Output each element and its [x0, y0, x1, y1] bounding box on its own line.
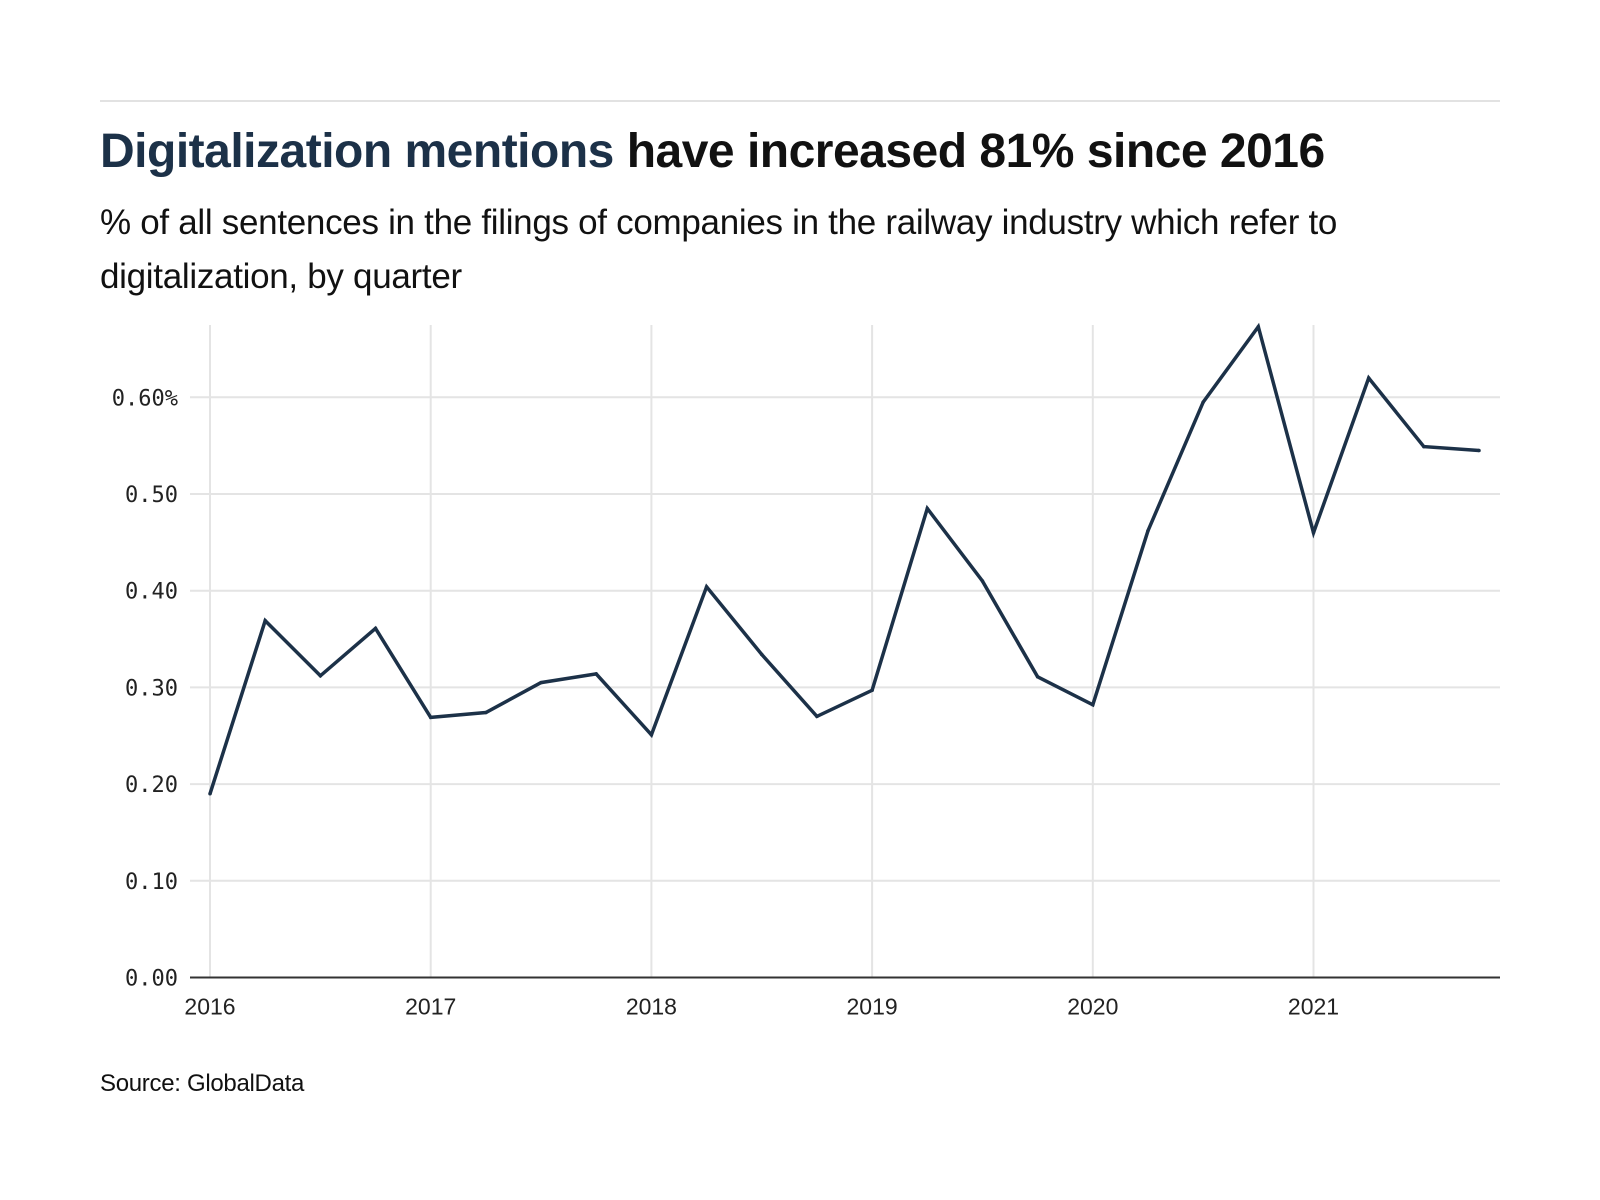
data-point	[815, 714, 819, 719]
x-tick-label: 2019	[847, 994, 898, 1020]
y-tick-label: 0.00	[125, 967, 178, 992]
data-point	[704, 585, 709, 589]
horizontal-gridlines	[190, 396, 1500, 882]
y-tick-label: 0.30	[125, 676, 178, 701]
data-point	[760, 652, 764, 657]
data-point	[594, 672, 598, 676]
chart-title: Digitalization mentions have increased 8…	[100, 124, 1325, 179]
data-point	[373, 626, 378, 631]
data-point	[1091, 703, 1095, 707]
series-line-digitalization	[208, 322, 1480, 795]
data-point	[208, 792, 212, 796]
data-point	[484, 710, 488, 715]
data-point	[1256, 324, 1261, 329]
title-rest: have increased 81% since 2016	[613, 125, 1325, 178]
y-tick-label: 0.10	[125, 870, 178, 895]
y-tick-label: 0.20	[125, 773, 178, 798]
source-note: Source: GlobalData	[100, 1070, 305, 1097]
data-point	[1477, 448, 1481, 453]
data-point	[1366, 376, 1371, 380]
data-point	[318, 674, 323, 678]
y-tick-label: 0.60%	[112, 386, 178, 411]
data-point	[649, 733, 654, 737]
vertical-gridlines	[209, 325, 1315, 978]
x-tick-label: 2021	[1288, 994, 1339, 1020]
y-axis-tick-labels: 0.00 0.10 0.20 0.30 0.40 0.50 0.60%	[112, 386, 178, 991]
data-point	[1201, 400, 1205, 404]
data-point	[263, 618, 267, 623]
y-tick-label: 0.40	[125, 580, 178, 605]
data-point	[870, 688, 874, 693]
data-point	[428, 715, 433, 720]
data-point	[1146, 528, 1150, 533]
top-divider	[100, 100, 1500, 102]
x-tick-label: 2017	[405, 994, 456, 1020]
chart-subtitle: % of all sentences in the filings of com…	[100, 203, 1338, 296]
x-tick-label: 2016	[184, 994, 235, 1020]
data-point	[1422, 444, 1426, 449]
data-points	[208, 324, 1481, 796]
title-highlight: Digitalization mentions	[100, 125, 614, 178]
x-axis-tick-labels: 2016 2017 2018 2019 2020 2021	[184, 994, 1339, 1020]
x-tick-label: 2018	[626, 994, 677, 1020]
y-tick-label: 0.50	[125, 483, 178, 508]
data-point	[539, 680, 543, 685]
data-point	[1035, 675, 1040, 679]
data-point	[1311, 530, 1316, 535]
data-point	[980, 579, 985, 583]
x-tick-label: 2020	[1067, 994, 1118, 1020]
data-point	[925, 506, 930, 511]
